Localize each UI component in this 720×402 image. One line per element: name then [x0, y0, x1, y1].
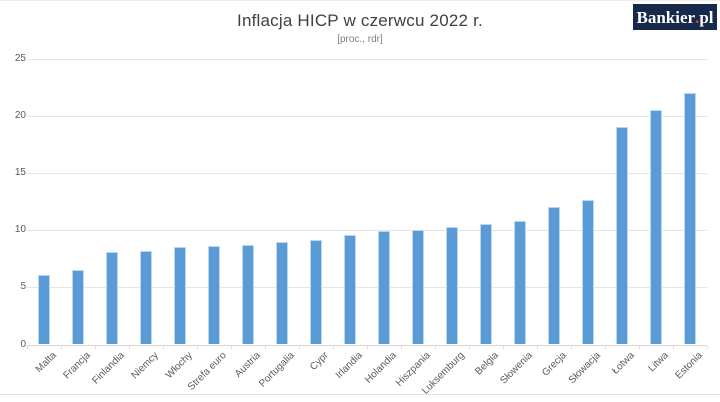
bar-słowacja [582, 200, 594, 345]
bar-malta [38, 274, 50, 345]
y-axis-tick-label: 20 [14, 109, 26, 121]
logo-tld-text: pl [699, 7, 714, 27]
bar-portugalia [276, 241, 288, 345]
x-axis-tick-mark [333, 345, 334, 349]
bar-hiszpania [412, 230, 424, 345]
x-axis-tick-mark [673, 345, 674, 349]
bar-belgia [480, 224, 492, 345]
x-axis-tick-mark [129, 345, 130, 349]
x-axis-tick-mark [61, 345, 62, 349]
bottom-divider [0, 394, 720, 395]
logo-brand-text: Bankier [636, 7, 696, 27]
x-axis-tick-mark [435, 345, 436, 349]
x-axis-tick-mark [367, 345, 368, 349]
bar-cypr [310, 240, 322, 345]
chart-subtitle: [proc., rdr] [337, 34, 383, 45]
gridline-20 [27, 115, 707, 117]
x-axis-tick-mark [27, 345, 28, 349]
bankier-logo: Bankier. pl [633, 4, 717, 30]
bar-strefa-euro [208, 246, 220, 345]
x-axis-tick-mark [605, 345, 606, 349]
bar-słowenia [514, 220, 526, 345]
x-axis-tick-mark [639, 345, 640, 349]
x-axis-line [27, 344, 707, 346]
bar-holandia [378, 231, 390, 345]
x-axis-tick-mark [231, 345, 232, 349]
bar-irlandia [344, 234, 356, 345]
y-axis-tick-label: 5 [20, 281, 26, 293]
x-axis-tick-mark [503, 345, 504, 349]
bar-finlandia [106, 251, 118, 345]
gridline-5 [27, 287, 707, 289]
bar-estonia [684, 92, 696, 345]
y-axis-tick-label: 0 [20, 338, 26, 350]
x-axis-tick-mark [537, 345, 538, 349]
chart-title: Inflacja HICP w czerwcu 2022 r. [237, 11, 483, 30]
y-axis-tick-label: 25 [14, 52, 26, 64]
y-axis-tick-label: 10 [14, 224, 26, 236]
bar-litwa [650, 109, 662, 345]
x-axis-tick-mark [299, 345, 300, 349]
bar-francja [72, 270, 84, 345]
gridline-10 [27, 230, 707, 232]
x-axis-tick-mark [265, 345, 266, 349]
y-axis-tick-label: 15 [14, 166, 26, 178]
gridline-15 [27, 172, 707, 174]
x-axis-tick-mark [571, 345, 572, 349]
bar-łotwa [616, 127, 628, 345]
gridline-25 [27, 58, 707, 60]
x-axis-tick-mark [197, 345, 198, 349]
bar-grecja [548, 207, 560, 345]
x-axis-tick-mark [95, 345, 96, 349]
x-axis-tick-mark [163, 345, 164, 349]
bar-włochy [174, 247, 186, 345]
bar-austria [242, 244, 254, 345]
x-axis-tick-mark [469, 345, 470, 349]
x-axis-tick-mark [401, 345, 402, 349]
bar-luksemburg [446, 226, 458, 345]
bar-niemcy [140, 250, 152, 345]
x-axis-tick-mark [707, 345, 708, 349]
logo-dot: . [695, 7, 700, 27]
